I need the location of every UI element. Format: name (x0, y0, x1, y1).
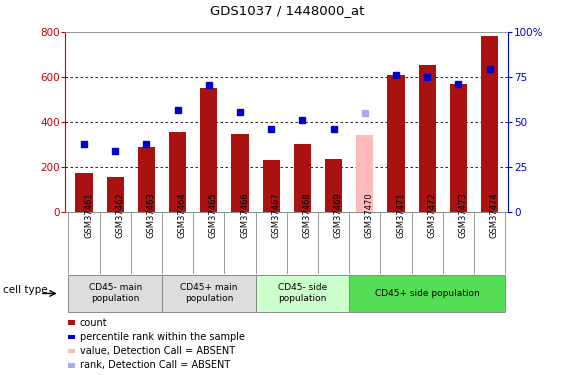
Text: GSM37470: GSM37470 (365, 192, 374, 238)
Bar (68, 274, 162, 312)
Text: GSM37465: GSM37465 (209, 192, 218, 238)
Text: CD45- side
population: CD45- side population (278, 284, 327, 303)
Text: GSM37469: GSM37469 (333, 192, 343, 238)
Bar (169, 132, 186, 212)
Text: rank, Detection Call = ABSENT: rank, Detection Call = ABSENT (80, 360, 230, 370)
Text: GSM37468: GSM37468 (302, 192, 311, 238)
Text: GSM37466: GSM37466 (240, 192, 249, 238)
Bar (481, 36, 498, 212)
Bar (76, 172, 93, 212)
Text: GSM37464: GSM37464 (178, 192, 187, 238)
Text: percentile rank within the sample: percentile rank within the sample (80, 332, 244, 342)
Text: CD45+ side population: CD45+ side population (375, 289, 479, 298)
Bar (349, 274, 506, 312)
Text: GDS1037 / 1448000_at: GDS1037 / 1448000_at (210, 4, 364, 17)
Bar (107, 177, 124, 212)
Text: GSM37472: GSM37472 (427, 192, 436, 238)
Bar (325, 159, 342, 212)
Text: GSM37463: GSM37463 (147, 192, 156, 238)
Bar (419, 64, 436, 212)
Bar (232, 134, 249, 212)
Bar (356, 135, 373, 212)
Text: GSM37473: GSM37473 (458, 192, 467, 238)
Bar (138, 147, 155, 212)
Text: CD45- main
population: CD45- main population (89, 284, 142, 303)
Text: GSM37467: GSM37467 (272, 192, 280, 238)
Bar (450, 84, 467, 212)
Text: GSM37471: GSM37471 (396, 192, 405, 238)
Bar (262, 160, 280, 212)
Text: value, Detection Call = ABSENT: value, Detection Call = ABSENT (80, 346, 235, 356)
Bar (201, 88, 218, 212)
Text: CD45+ main
population: CD45+ main population (180, 284, 237, 303)
Bar (256, 274, 349, 312)
Bar (162, 274, 256, 312)
Text: GSM37474: GSM37474 (490, 192, 499, 238)
Bar (387, 75, 404, 212)
Text: GSM37461: GSM37461 (84, 192, 93, 238)
Text: GSM37462: GSM37462 (115, 192, 124, 238)
Bar (294, 144, 311, 212)
Text: cell type: cell type (3, 285, 48, 295)
Text: count: count (80, 318, 107, 327)
